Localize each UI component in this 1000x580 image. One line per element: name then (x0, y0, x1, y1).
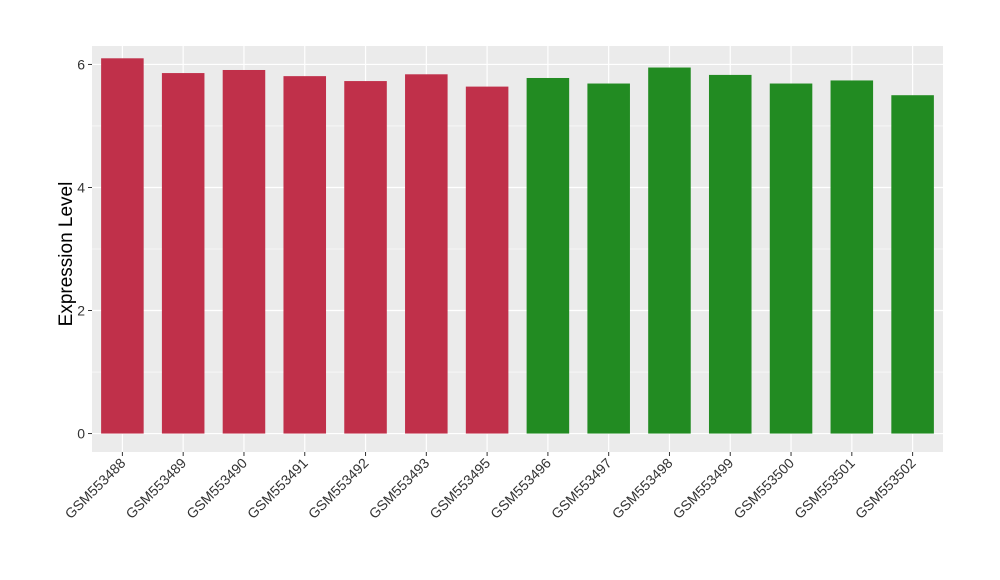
bar (648, 67, 691, 434)
x-tick-label: GSM553491 (244, 455, 311, 522)
y-tick-label: 0 (77, 426, 85, 442)
x-tick-label: GSM553496 (487, 455, 554, 522)
bar (465, 86, 509, 434)
bar (344, 81, 387, 434)
bar (830, 80, 874, 434)
bar (161, 73, 205, 434)
bar (769, 83, 813, 434)
x-tick-label: GSM553500 (730, 455, 797, 522)
x-tick-label: GSM553493 (366, 455, 433, 522)
y-axis-title: Expression Level (56, 182, 77, 327)
x-tick-label: GSM553490 (183, 455, 250, 522)
bars-group (101, 58, 934, 434)
x-tick-label: GSM553502 (852, 455, 919, 522)
y-tick-label: 4 (77, 179, 85, 195)
x-tick-label: GSM553499 (669, 455, 736, 522)
bar (222, 69, 266, 434)
x-tick-label: GSM553495 (426, 455, 493, 522)
bar (708, 74, 752, 434)
x-tick-label: GSM553489 (122, 455, 189, 522)
x-axis: GSM553488GSM553489GSM553490GSM553491GSM5… (62, 452, 919, 522)
bar (101, 58, 144, 434)
y-axis: 0 2 4 6 (77, 56, 92, 442)
x-tick-label: GSM553501 (791, 455, 858, 522)
y-tick-label: 2 (77, 303, 85, 319)
x-tick-label: GSM553488 (62, 455, 129, 522)
x-tick-label: GSM553498 (609, 455, 676, 522)
y-tick-label: 6 (77, 56, 85, 72)
bar (526, 77, 570, 434)
bar (891, 95, 934, 434)
x-tick-label: GSM553497 (548, 455, 615, 522)
bar (283, 76, 327, 434)
bar (587, 83, 630, 434)
bar (405, 74, 448, 434)
x-tick-label: GSM553492 (305, 455, 372, 522)
